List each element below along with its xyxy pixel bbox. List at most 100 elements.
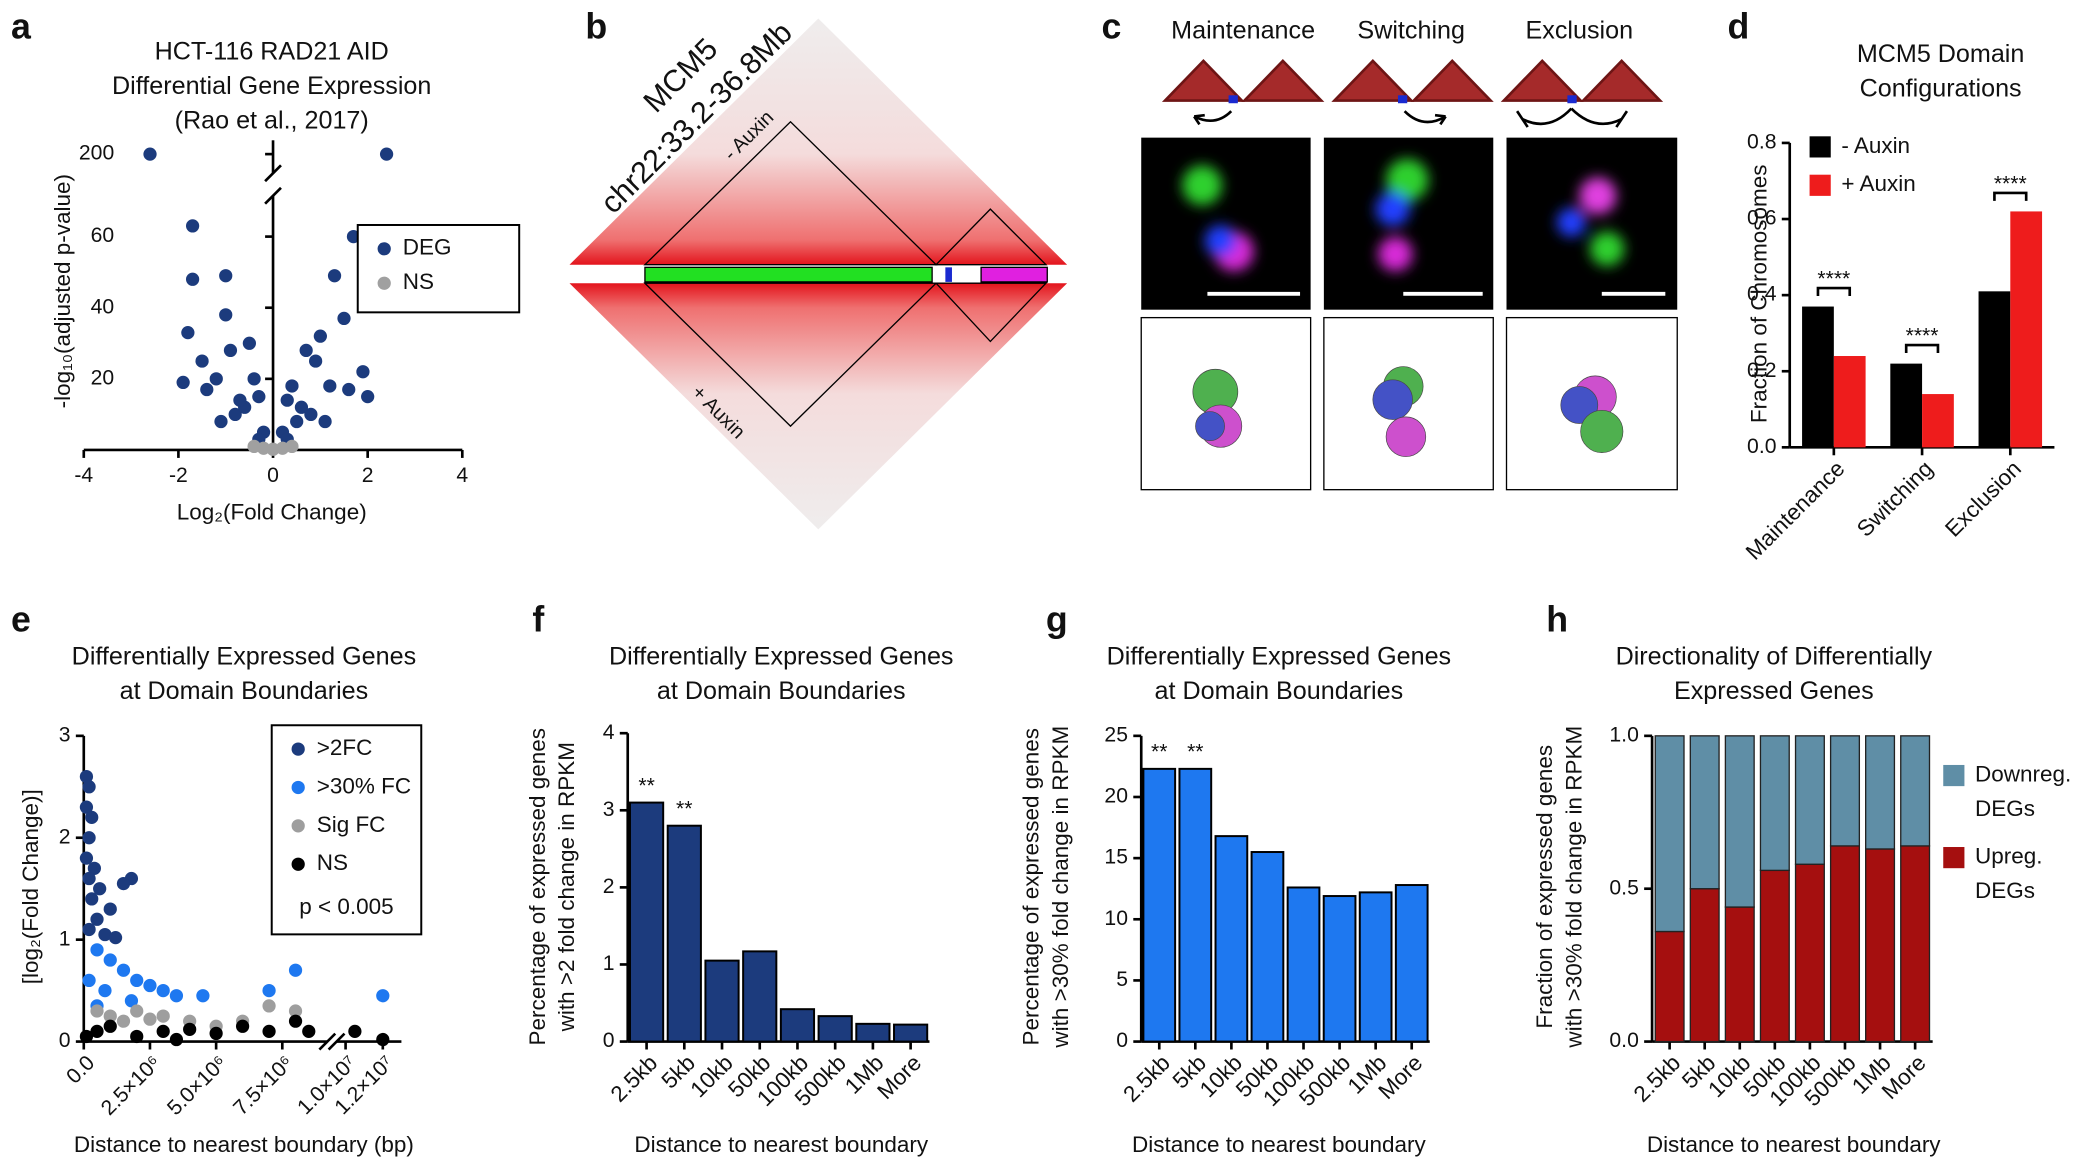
- legend-label: NS: [403, 269, 434, 294]
- bar: [1286, 886, 1321, 1043]
- x-tick-label: 0: [267, 464, 279, 487]
- point: [156, 983, 170, 998]
- y-tick-label: 3: [59, 723, 71, 746]
- legend-box: [356, 223, 521, 314]
- y-axis-label: Percentage of expressed genes: [1019, 728, 1044, 1046]
- x-tick-label: 4: [456, 464, 468, 487]
- legend-swatch: [1809, 174, 1831, 196]
- point: [98, 927, 112, 942]
- y-tick-label: 0.2: [1747, 359, 1776, 382]
- legend-marker: [291, 780, 305, 795]
- y-axis-label: with >30% fold change in RPKM: [1048, 726, 1073, 1049]
- x-tick-label: Exclusion: [1940, 456, 2026, 542]
- bar: [1358, 891, 1393, 1043]
- point: [82, 922, 96, 937]
- legend-label: Downreg.: [1975, 761, 2071, 786]
- point: [143, 147, 157, 161]
- y-tick-label: 0.0: [1609, 1029, 1638, 1052]
- y-axis-label: -log₁₀(adjusted p-value): [50, 174, 75, 408]
- chart-title: Differentially Expressed Genes: [1107, 642, 1451, 670]
- domain-icons: [1161, 58, 1664, 102]
- significance: **: [638, 774, 654, 797]
- point: [90, 1024, 104, 1038]
- point: [103, 1009, 117, 1023]
- point: [318, 414, 332, 429]
- chart-title: at Domain Boundaries: [657, 677, 906, 705]
- point: [309, 354, 323, 368]
- point: [143, 1012, 157, 1026]
- point: [90, 943, 104, 957]
- chart-title: at Domain Boundaries: [120, 677, 369, 705]
- bar: [893, 1023, 929, 1043]
- point: [219, 269, 233, 283]
- point: [209, 1026, 223, 1041]
- bar-segment: [1654, 930, 1685, 1043]
- x-tick-label: 7.5×10⁶: [229, 1051, 298, 1120]
- point: [304, 407, 318, 422]
- fluorescence-images: [1141, 137, 1678, 310]
- bar: [1833, 356, 1866, 448]
- chart-title: Expressed Genes: [1674, 677, 1874, 705]
- bracket: [1993, 191, 2028, 201]
- legend-swatch: [1809, 136, 1831, 158]
- bar: [666, 824, 702, 1043]
- point: [348, 1024, 362, 1038]
- bar: [1922, 394, 1954, 448]
- point: [79, 1029, 94, 1044]
- x-axis-label: Distance to nearest boundary: [1132, 1132, 1426, 1157]
- panel-label: g: [1046, 599, 1068, 639]
- legend-swatch: [1943, 847, 1965, 869]
- y-tick-label: 0.0: [1747, 435, 1776, 458]
- point: [299, 343, 313, 358]
- chart-title: Configurations: [1860, 75, 2022, 103]
- legend-marker: [377, 242, 391, 256]
- x-tick-label: -4: [74, 464, 93, 487]
- point: [233, 393, 247, 407]
- y-tick-label: 200: [79, 142, 114, 165]
- y-tick-label: 5: [1116, 968, 1128, 991]
- note: p < 0.005: [299, 894, 393, 919]
- bar: [817, 1015, 853, 1043]
- legend-label: >2FC: [317, 735, 373, 760]
- point: [85, 810, 99, 824]
- bracket: [1904, 343, 1940, 354]
- point: [169, 989, 184, 1003]
- point: [280, 393, 294, 407]
- legend-label: Upreg.: [1975, 844, 2043, 869]
- bar-segment: [1724, 906, 1755, 1043]
- panel-label: c: [1102, 7, 1122, 47]
- track-green: [644, 266, 933, 283]
- x-tick-label: Switching: [1852, 456, 1938, 542]
- point: [124, 994, 139, 1008]
- chart-title: at Domain Boundaries: [1155, 677, 1404, 705]
- y-axis-label: [log₂(Fold Change)]: [18, 789, 43, 984]
- domain-outline: [643, 282, 938, 428]
- bar: [1142, 767, 1177, 1043]
- track-magenta: [980, 266, 1048, 283]
- y-tick-label: 20: [91, 366, 115, 389]
- point: [156, 1009, 170, 1023]
- point: [288, 1014, 303, 1028]
- chart-title: HCT-116 RAD21 AID: [155, 38, 389, 66]
- point: [130, 973, 144, 988]
- point: [219, 308, 233, 322]
- panel-label: e: [11, 599, 31, 639]
- y-axis-label: with >2 fold change in RPKM: [554, 742, 579, 1032]
- point: [262, 999, 276, 1013]
- panel-label: f: [532, 599, 544, 639]
- point: [195, 354, 209, 368]
- point: [103, 953, 117, 967]
- y-tick-label: 3: [603, 798, 615, 821]
- x-tick-label: 5.0×10⁶: [163, 1051, 232, 1120]
- bar-segment: [1829, 735, 1861, 847]
- point: [82, 831, 96, 845]
- point: [130, 1004, 144, 1018]
- point: [90, 912, 104, 926]
- bar: [1250, 851, 1285, 1043]
- y-tick-label: 0: [59, 1029, 71, 1052]
- surface-renderings: [1140, 316, 1678, 491]
- column-label: Exclusion: [1526, 16, 1634, 44]
- point: [252, 390, 266, 404]
- chart-title: MCM5 Domain: [1857, 40, 2025, 68]
- hic-upper: [569, 18, 1068, 265]
